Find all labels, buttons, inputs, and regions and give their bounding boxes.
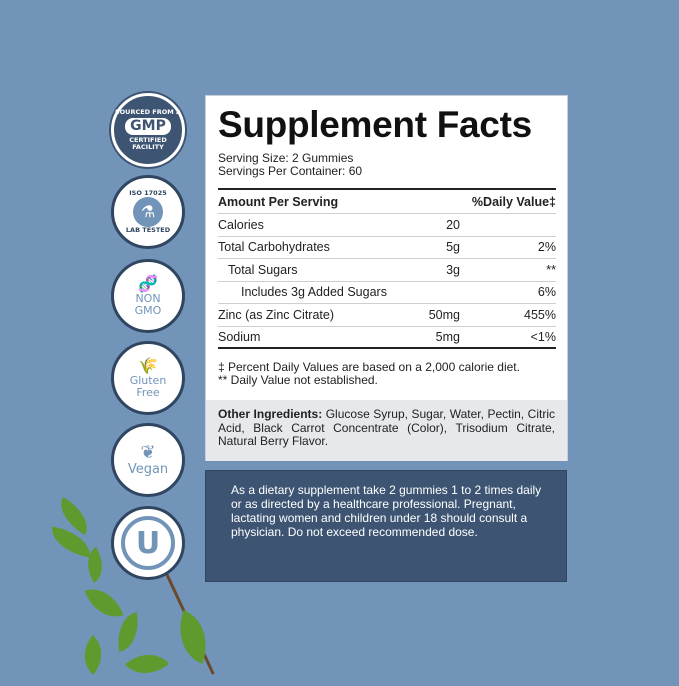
badge-top-text: ISO 17025 bbox=[129, 188, 167, 197]
facts-table: Amount Per Serving %Daily Value‡ Calorie… bbox=[218, 188, 556, 349]
kosher-u-icon: U bbox=[121, 516, 175, 570]
nutrient-amount: 5mg bbox=[435, 329, 460, 344]
table-row: Calories 20 bbox=[218, 214, 556, 237]
wheat-icon: 🌾 bbox=[138, 356, 158, 376]
nutrient-amount: 5g bbox=[446, 240, 460, 255]
gmp-text: GMP bbox=[125, 117, 171, 136]
iso-lab-tested-badge: ISO 17025 ⚗ LAB TESTED bbox=[111, 175, 185, 249]
nutrient-amount: 20 bbox=[446, 217, 460, 232]
dv-header: %Daily Value‡ bbox=[471, 194, 556, 209]
table-header: Amount Per Serving %Daily Value‡ bbox=[218, 188, 556, 214]
non-gmo-badge: 🧬 NON GMO bbox=[111, 259, 185, 333]
nutrient-dv: 6% bbox=[537, 285, 556, 300]
other-ingredients-text: Glucose Syrup, Sugar, Water, Pectin, Cit… bbox=[218, 407, 555, 448]
gluten-free-badge: 🌾 Gluten Free bbox=[111, 341, 185, 415]
nutrient-name: Calories bbox=[218, 217, 264, 232]
serving-info: Serving Size: 2 Gummies Servings Per Con… bbox=[218, 152, 362, 178]
directions-panel: As a dietary supplement take 2 gummies 1… bbox=[205, 470, 567, 582]
leaves-icon: ❦ bbox=[140, 441, 156, 463]
table-row: Includes 3g Added Sugars 6% bbox=[218, 282, 556, 304]
directions-text: As a dietary supplement take 2 gummies 1… bbox=[231, 483, 542, 539]
badge-text: Vegan bbox=[127, 461, 169, 477]
dna-icon: 🧬 bbox=[138, 274, 158, 294]
table-row: Sodium 5mg <1% bbox=[218, 327, 556, 349]
footnotes: ‡ Percent Daily Values are based on a 2,… bbox=[218, 361, 520, 387]
nutrient-dv: ** bbox=[546, 262, 556, 277]
nutrient-name: Includes 3g Added Sugars bbox=[241, 285, 387, 300]
nutrient-dv: <1% bbox=[530, 329, 556, 344]
other-ingredients-label: Other Ingredients: bbox=[218, 407, 323, 421]
nutrient-name: Sodium bbox=[218, 329, 261, 344]
serving-size: Serving Size: 2 Gummies bbox=[218, 151, 354, 165]
nutrient-name: Zinc (as Zinc Citrate) bbox=[218, 307, 334, 322]
other-ingredients: Other Ingredients: Glucose Syrup, Sugar,… bbox=[206, 400, 567, 461]
badge-bottom-text: LAB TESTED bbox=[125, 226, 171, 234]
vegan-badge: ❦ Vegan bbox=[111, 423, 185, 497]
kosher-badge: U bbox=[111, 506, 185, 580]
servings-per-container: Servings Per Container: 60 bbox=[218, 164, 363, 178]
nutrient-name: Total Sugars bbox=[228, 262, 298, 277]
footnote-not-established: ** Daily Value not established. bbox=[218, 373, 378, 387]
supplement-facts-panel: Supplement Facts Serving Size: 2 Gummies… bbox=[205, 95, 568, 461]
gmp-badge: SOURCED FROM A GMP CERTIFIED FACILITY bbox=[111, 93, 185, 167]
table-row: Total Carbohydrates 5g 2% bbox=[218, 237, 556, 259]
amount-header: Amount Per Serving bbox=[218, 194, 339, 209]
table-row: Total Sugars 3g ** bbox=[218, 259, 556, 282]
nutrient-dv: 455% bbox=[524, 307, 556, 322]
nutrient-dv: 2% bbox=[537, 240, 556, 255]
badge-bottom-text: CERTIFIED FACILITY bbox=[129, 136, 167, 152]
footnote-daily-values: ‡ Percent Daily Values are based on a 2,… bbox=[218, 360, 520, 374]
flask-icon: ⚗ bbox=[133, 197, 163, 227]
badge-top-text: SOURCED FROM A bbox=[114, 107, 182, 116]
nutrient-name: Total Carbohydrates bbox=[218, 240, 330, 255]
badge-text: NON GMO bbox=[134, 291, 162, 317]
panel-title: Supplement Facts bbox=[218, 104, 532, 145]
badge-text: Gluten Free bbox=[129, 373, 167, 399]
nutrient-amount: 50mg bbox=[428, 307, 460, 322]
nutrient-amount: 3g bbox=[446, 262, 460, 277]
table-row: Zinc (as Zinc Citrate) 50mg 455% bbox=[218, 304, 556, 327]
